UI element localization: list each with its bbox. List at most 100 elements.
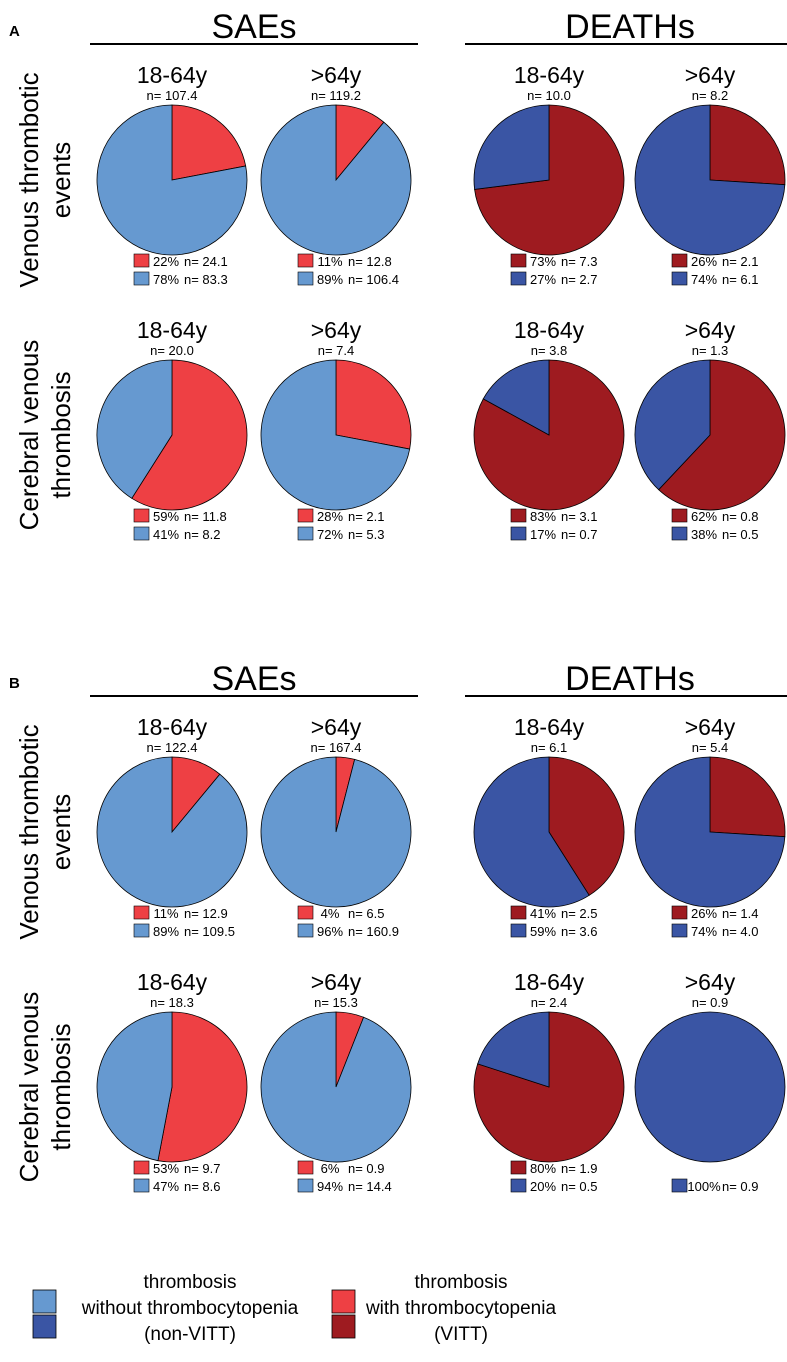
pie-slice-vitt	[157, 1011, 248, 1163]
slice-pct-label: 74%	[691, 924, 717, 939]
panel-label: B	[9, 675, 20, 692]
legend-swatch-vitt-sae	[331, 1289, 356, 1314]
legend-swatch	[510, 1178, 527, 1193]
row-label-line: Cerebral venous	[14, 992, 44, 1183]
legend-swatch	[297, 508, 314, 523]
slice-pct-label: 26%	[691, 254, 717, 269]
legend-swatch-nonvitt-sae	[32, 1289, 57, 1314]
slice-n-label: n= 2.5	[561, 906, 598, 921]
slice-pct-label: 100%	[687, 1179, 721, 1194]
legend-swatch	[671, 923, 688, 938]
row-label: Venous thromboticevents	[14, 72, 76, 287]
slice-n-label: n= 1.4	[722, 906, 759, 921]
slice-n-label: n= 1.9	[561, 1161, 598, 1176]
legend-swatch	[510, 508, 527, 523]
legend-swatch	[133, 905, 150, 920]
age-group-label: >64y	[685, 62, 736, 88]
slice-n-label: n= 6.1	[722, 272, 759, 287]
legend-swatch	[297, 526, 314, 541]
slice-n-label: n= 109.5	[184, 924, 235, 939]
age-group-label: 18-64y	[514, 714, 585, 740]
slice-pct-label: 17%	[530, 527, 556, 542]
age-group-label: 18-64y	[514, 969, 585, 995]
row-label-line: Venous thrombotic	[14, 72, 44, 287]
slice-n-label: n= 0.9	[722, 1179, 759, 1194]
section-title-saes: SAEs	[211, 8, 296, 46]
slice-pct-label: 96%	[317, 924, 343, 939]
slice-pct-label: 27%	[530, 272, 556, 287]
pie-slice-non-vitt	[482, 359, 550, 436]
slice-pct-label: 22%	[153, 254, 179, 269]
legend-swatch	[671, 253, 688, 268]
legend-swatch	[133, 271, 150, 286]
total-n-label: n= 15.3	[314, 995, 358, 1010]
pie-slice-non-vitt	[96, 1011, 173, 1162]
total-n-label: n= 5.4	[692, 740, 729, 755]
legend-swatch	[671, 508, 688, 523]
pie-slice-vitt	[131, 359, 248, 511]
pie-slice-vitt	[658, 359, 786, 511]
pie-slice-non-vitt	[477, 1011, 550, 1088]
total-n-label: n= 18.3	[150, 995, 194, 1010]
legend-swatch	[510, 923, 527, 938]
total-n-label: n= 0.9	[692, 995, 729, 1010]
slice-n-label: n= 7.3	[561, 254, 598, 269]
legend-swatch	[671, 271, 688, 286]
legend-label-nonvitt: (non-VITT)	[144, 1324, 236, 1345]
total-n-label: n= 20.0	[150, 343, 194, 358]
pie-slice-non-vitt	[634, 104, 786, 256]
slice-n-label: n= 4.0	[722, 924, 759, 939]
slice-pct-label: 53%	[153, 1161, 179, 1176]
pie-slice-non-vitt	[473, 756, 590, 908]
legend-swatch	[297, 923, 314, 938]
slice-pct-label: 11%	[317, 254, 342, 269]
slice-n-label: n= 9.7	[184, 1161, 221, 1176]
slice-n-label: n= 0.7	[561, 527, 598, 542]
slice-pct-label: 41%	[153, 527, 179, 542]
total-n-label: n= 3.8	[531, 343, 568, 358]
slice-n-label: n= 24.1	[184, 254, 228, 269]
slice-pct-label: 26%	[691, 906, 717, 921]
slice-n-label: n= 12.8	[348, 254, 392, 269]
legend-swatch	[133, 1178, 150, 1193]
slice-n-label: n= 83.3	[184, 272, 228, 287]
legend-swatch	[133, 526, 150, 541]
age-group-label: >64y	[311, 714, 362, 740]
slice-n-label: n= 0.9	[348, 1161, 385, 1176]
slice-n-label: n= 3.1	[561, 509, 598, 524]
row-label-line: thrombosis	[46, 1023, 76, 1150]
panel-label: A	[9, 23, 20, 40]
slice-n-label: n= 0.5	[722, 527, 759, 542]
legend-swatch	[297, 253, 314, 268]
pie-slice-non-vitt	[260, 1011, 412, 1163]
slice-pct-label: 73%	[530, 254, 556, 269]
total-n-label: n= 122.4	[147, 740, 198, 755]
slice-pct-label: 38%	[691, 527, 717, 542]
legend-swatch-vitt-death	[331, 1314, 356, 1339]
section-title-deaths: DEATHs	[565, 8, 695, 46]
legend-swatch	[133, 508, 150, 523]
pie-slice-non-vitt	[473, 104, 550, 190]
pie-slice-non-vitt	[634, 1011, 786, 1163]
age-group-label: 18-64y	[137, 714, 208, 740]
slice-n-label: n= 12.9	[184, 906, 228, 921]
slice-pct-label: 62%	[691, 509, 717, 524]
legend-label-vitt: thrombosis	[415, 1272, 508, 1293]
legend-swatch	[671, 1178, 688, 1193]
total-n-label: n= 10.0	[527, 88, 571, 103]
row-label: Venous thromboticevents	[14, 724, 76, 939]
total-n-label: n= 107.4	[147, 88, 198, 103]
slice-pct-label: 11%	[153, 906, 178, 921]
slice-pct-label: 89%	[317, 272, 343, 287]
slice-n-label: n= 2.1	[348, 509, 385, 524]
slice-pct-label: 78%	[153, 272, 179, 287]
slice-pct-label: 6%	[321, 1161, 340, 1176]
age-group-label: 18-64y	[514, 62, 585, 88]
legend-swatch	[510, 271, 527, 286]
row-label-line: events	[46, 142, 76, 219]
legend-swatch	[133, 923, 150, 938]
legend-swatch	[510, 905, 527, 920]
legend-swatch	[510, 1160, 527, 1175]
slice-pct-label: 41%	[530, 906, 556, 921]
